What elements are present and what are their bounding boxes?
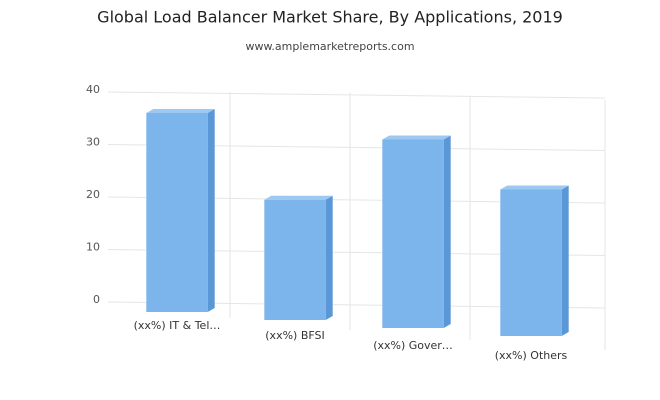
bar <box>146 113 208 312</box>
bar-side <box>207 109 215 312</box>
y-tick-label: 30 <box>86 136 100 149</box>
y-tick-label: 20 <box>86 188 100 201</box>
bar-top <box>500 185 569 190</box>
bar-top <box>146 109 215 113</box>
chart-title: Global Load Balancer Market Share, By Ap… <box>97 8 563 27</box>
y-tick-label: 40 <box>86 83 100 96</box>
bar-top <box>264 195 333 200</box>
back-wall <box>229 92 606 350</box>
x-tick-label: (xx%) Gover… <box>373 339 453 352</box>
grid-line <box>107 91 606 99</box>
bar <box>382 139 444 328</box>
bar-side <box>325 195 333 320</box>
bar-top <box>382 135 451 140</box>
x-tick-label: (xx%) Others <box>495 349 568 362</box>
bar <box>500 189 562 336</box>
y-tick-label: 0 <box>93 293 100 306</box>
x-tick-label: (xx%) IT & Tel… <box>134 319 221 332</box>
bar <box>264 199 326 320</box>
y-tick-label: 10 <box>86 241 100 254</box>
x-tick-label: (xx%) BFSI <box>265 329 324 342</box>
bar-side <box>443 135 451 328</box>
bar-side <box>561 185 569 336</box>
chart-subtitle: www.amplemarketreports.com <box>245 40 414 53</box>
